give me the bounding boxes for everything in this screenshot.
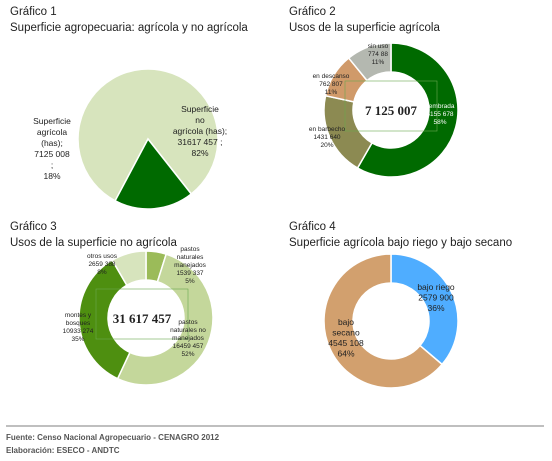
chart3-slice-3-label-4: 35% <box>71 336 84 343</box>
chart3-slice-4-label-2: 2659 388 <box>88 261 115 268</box>
chart2-slice-2-label-3: 20% <box>320 142 333 149</box>
chart4-slice-1 <box>390 253 459 366</box>
chart2-slice-1-label-3: 58% <box>433 119 446 126</box>
chart1-slice-2 <box>114 137 193 210</box>
chart3-slice-2-label-4: 16459 457 <box>173 343 204 350</box>
chart4-title: Superficie agrícola bajo riego y bajo se… <box>289 237 512 249</box>
chart1-slice-1-label-5: 82% <box>191 148 208 158</box>
chart3-slice-2-label-3: manejados <box>172 335 205 342</box>
chart3-heading: Gráfico 3 <box>10 221 57 233</box>
chart1-heading: Gráfico 1 <box>10 6 57 18</box>
chart3-slice-3-label-1: montes y <box>65 312 92 319</box>
chart2-title: Usos de la superficie agrícola <box>289 22 440 34</box>
chart2-slice-2-label-2: 1431 640 <box>313 134 340 141</box>
chart4-slice-2-label-1: bajo <box>338 317 354 327</box>
chart2-slice-3-label-1: en descanso <box>313 73 350 80</box>
chart4-slice-2 <box>323 253 444 389</box>
footer-separator <box>6 425 544 427</box>
chart3-slice-1-label-3: manejados <box>174 262 207 269</box>
chart4-slice-2-label-4: 64% <box>337 349 354 359</box>
chart2-slice-3-label-3: 11% <box>325 89 338 96</box>
chart1-slice-1-label-1: Superficie <box>181 104 219 114</box>
chart3-slice-3-label-2: bosques <box>66 320 91 327</box>
chart3-slice-3-label-3: 10933 274 <box>63 328 94 335</box>
chart3-slice-1-label-4: 1539 337 <box>176 270 203 277</box>
chart2-slice-4-label-1: sin uso <box>368 43 389 50</box>
chart1-slice-1-label-3: agrícola (has); <box>173 126 227 136</box>
chart3-center-label: 31 617 457 <box>113 311 172 326</box>
chart3-title: Usos de la superficie no agrícola <box>10 237 177 249</box>
chart3-slice-4 <box>111 250 147 287</box>
chart2-slice-4-label-2: 774 88 <box>368 51 388 58</box>
footer-source: Fuente: Censo Nacional Agropecuario - CE… <box>6 433 220 442</box>
chart2-slice-4-label-3: 11% <box>372 59 385 66</box>
chart4-slice-1-label-1: bajo riego <box>417 282 455 292</box>
chart3-slice-2 <box>116 253 214 386</box>
chart1-slice-1-label-4: 31617 457 ; <box>178 137 223 147</box>
chart4-slice-1-label-2: 2579 900 <box>418 293 454 303</box>
chart3-slice-2-label-2: naturales no <box>170 327 206 334</box>
chart3-slice-4-label-3: 8% <box>97 269 107 276</box>
chart1-slice-2-label-6: 18% <box>43 171 60 181</box>
chart1-slice-1-label-2: no <box>195 115 205 125</box>
chart4-slice-1-label-3: 36% <box>427 303 444 313</box>
chart1-slice-2-label-4: 7125 008 <box>34 149 70 159</box>
chart4-heading: Gráfico 4 <box>289 221 336 233</box>
chart2-label-box <box>344 80 438 132</box>
chart3-slice-1-label-2: naturales <box>177 254 204 261</box>
chart2-slice-1-label-1: sembrada <box>426 103 455 110</box>
chart1-slice-2-label-5: ; <box>51 160 53 170</box>
chart2-heading: Gráfico 2 <box>289 6 336 18</box>
chart1-slice-2-label-3: (has); <box>41 138 63 148</box>
chart3-slice-4-label-1: otros usos <box>87 253 118 260</box>
chart1-slice-1 <box>77 68 219 202</box>
chart2-slice-3-label-2: 762 807 <box>319 81 343 88</box>
chart3-slice-1-label-1: pastos <box>180 246 200 253</box>
chart2-slice-1-label-2: 4155 678 <box>426 111 453 118</box>
chart3-slice-1-label-5: 5% <box>185 278 195 285</box>
chart2-slice-2-label-1: en barbecho <box>309 126 346 133</box>
chart4-slice-2-label-3: 4545 108 <box>328 338 364 348</box>
chart4-slice-2-label-2: secano <box>332 328 360 338</box>
footer-elaboration: Elaboración: ESECO - ANDTC <box>6 446 120 455</box>
chart3-slice-2-label-1: pastos <box>178 319 198 326</box>
chart3-label-box <box>95 288 189 340</box>
chart2-slice-4 <box>347 42 392 82</box>
chart3-slice-3 <box>78 259 131 380</box>
chart2-center-label: 7 125 007 <box>365 103 418 118</box>
chart1-slice-2-label-2: agrícola <box>37 127 68 137</box>
chart1-slice-2-label-1: Superficie <box>33 116 71 126</box>
chart3-slice-2-label-5: 52% <box>181 351 194 358</box>
chart1-title: Superficie agropecuaria: agrícola y no a… <box>10 22 248 34</box>
chart2-slice-1 <box>356 42 459 178</box>
